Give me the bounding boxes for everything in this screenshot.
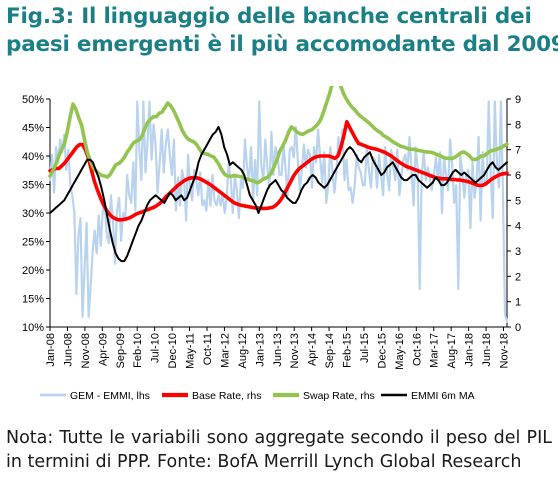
figure-title-line-2: paesi emergenti è il più accomodante dal…: [6, 32, 558, 57]
x-tick-label: Dec-10: [167, 333, 179, 368]
y-right-tick-label: 2: [515, 271, 521, 283]
series-line: [49, 125, 508, 263]
x-tick-label: Feb-10: [132, 333, 144, 368]
x-tick-label: Nov-13: [289, 333, 301, 368]
y-left-tick-label: 35%: [22, 180, 44, 192]
figure-note: Nota: Tutte le variabili sono aggregate …: [6, 428, 552, 472]
legend-label: Base Rate, rhs: [192, 390, 261, 402]
y-left-tick-label: 15%: [22, 294, 44, 306]
x-tick-label: Sep-09: [115, 333, 127, 368]
y-left-tick-label: 20%: [22, 265, 44, 277]
x-tick-label: Jan-08: [45, 333, 57, 367]
x-tick-label: Aug-17: [446, 333, 458, 368]
x-tick-label: Dec-15: [376, 333, 388, 368]
legend-label: EMMI 6m MA: [411, 390, 475, 402]
y-right-tick-label: 4: [515, 221, 521, 233]
y-right-tick-label: 7: [515, 145, 521, 157]
x-tick-label: Jul-15: [359, 333, 371, 363]
y-left-tick-label: 25%: [22, 237, 44, 249]
y-left-tick-label: 45%: [22, 123, 44, 135]
x-tick-label: Jul-10: [150, 333, 162, 363]
y-left-tick-label: 40%: [22, 151, 44, 163]
x-tick-label: Mar-17: [429, 333, 441, 368]
y-right-tick-label: 8: [515, 119, 521, 131]
x-tick-label: Jan-13: [254, 333, 266, 367]
x-tick-label: Jun-18: [481, 333, 493, 367]
x-tick-label: Jun-08: [62, 333, 74, 367]
y-right-tick-label: 1: [515, 297, 521, 309]
line-chart: 10% 15% 20% 25% 30% 35% 40% 45% 50% 0 1 2 3 4 5 6 7 8 9 Jan…: [22, 86, 521, 402]
chart-legend: GEM - EMMI, lhs Base Rate, rhs Swap Rate, …: [40, 390, 475, 402]
y-left-tick-label: 10%: [22, 322, 44, 334]
x-tick-label: Apr-09: [97, 333, 109, 366]
x-tick-label: May-16: [394, 333, 406, 370]
figure-title: Fig.3: Il linguaggio delle banche centra…: [6, 3, 558, 59]
x-tick-label: Jan-18: [464, 333, 476, 367]
y-right-tick-label: 3: [515, 246, 521, 258]
y-right-tick-label: 5: [515, 195, 521, 207]
y-right-tick-label: 0: [515, 322, 521, 334]
legend-label: Swap Rate, rhs: [303, 390, 375, 402]
series-line: [48, 86, 509, 185]
series-line: [48, 100, 509, 323]
y-left-tick-label: 50%: [22, 94, 44, 106]
x-tick-label: Mar-12: [219, 333, 231, 368]
y-right-tick-label: 9: [515, 94, 521, 106]
chart-series: [48, 86, 509, 323]
x-tick-label: Oct-11: [202, 333, 214, 365]
x-tick-label: Sep-14: [324, 333, 336, 368]
x-tick-label: Nov-18: [499, 333, 511, 368]
y-left-tick-label: 30%: [22, 208, 44, 220]
x-tick-label: Oct-16: [411, 333, 423, 366]
series-line: [48, 119, 509, 222]
legend-label: GEM - EMMI, lhs: [70, 390, 150, 402]
x-tick-label: Apr-14: [307, 333, 319, 366]
figure-title-line-1: Fig.3: Il linguaggio delle banche centra…: [6, 4, 532, 29]
x-tick-label: Nov-08: [80, 333, 92, 368]
y-right-tick-label: 6: [515, 170, 521, 182]
x-tick-label: Feb-15: [342, 333, 354, 368]
x-tick-label: Jun-13: [272, 333, 284, 367]
x-tick-label: Aug-12: [237, 333, 249, 368]
x-tick-label: May-11: [185, 333, 197, 369]
chart-axes: 10% 15% 20% 25% 30% 35% 40% 45% 50% 0 1 2 3 4 5 6 7 8 9 Jan…: [22, 94, 521, 370]
